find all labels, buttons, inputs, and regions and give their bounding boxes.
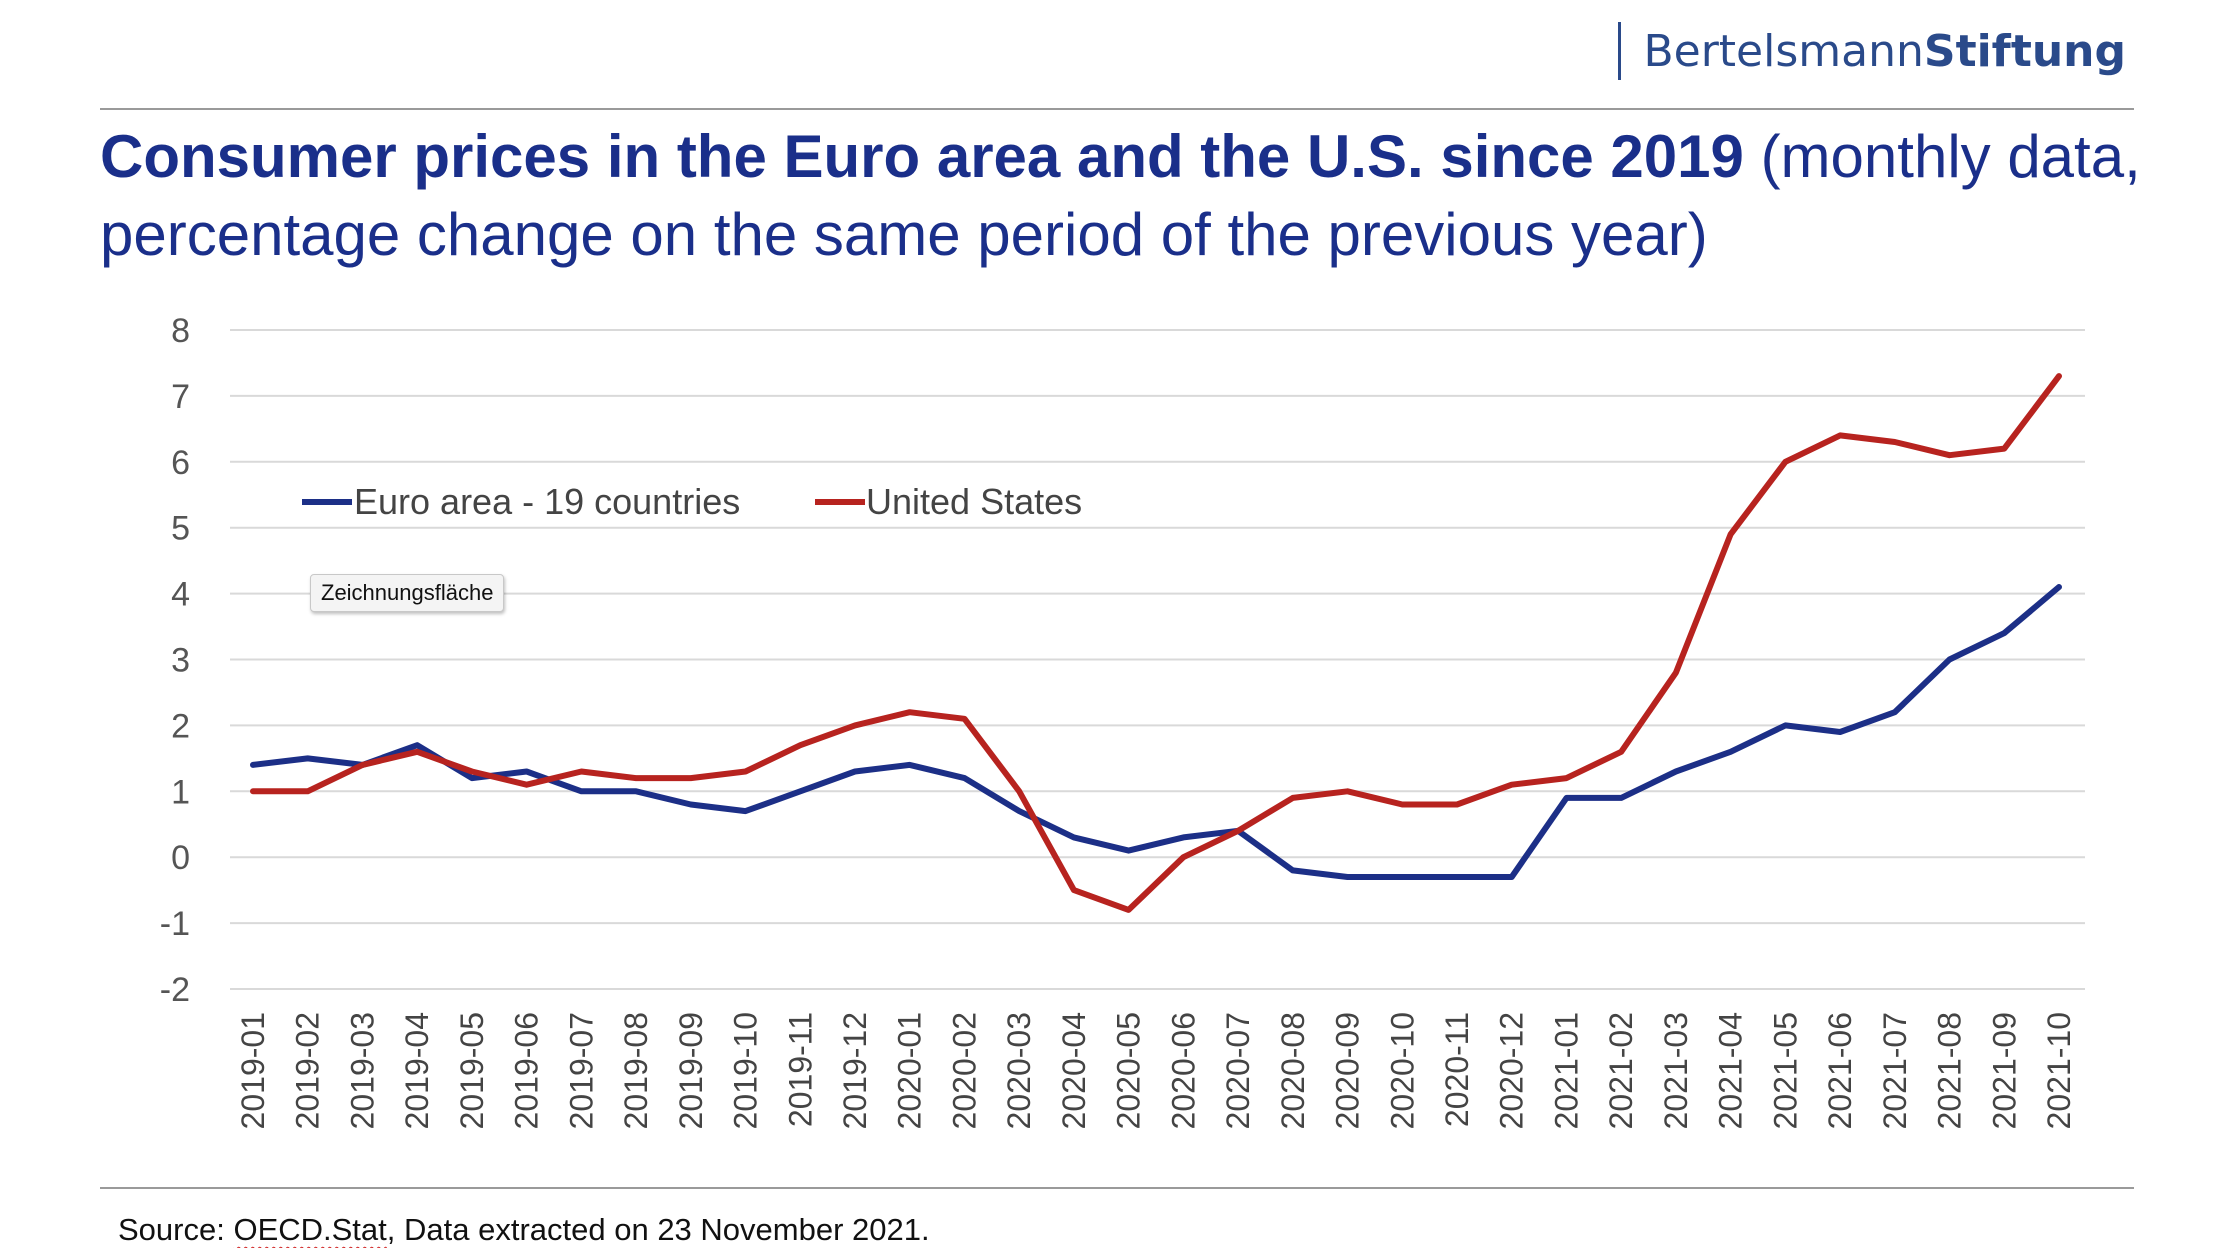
series-line <box>250 373 2062 913</box>
x-tick-label: 2020-08 <box>1275 1012 1311 1129</box>
x-tick-label: 2019-04 <box>399 1012 435 1129</box>
y-tick-label: 0 <box>171 839 190 877</box>
x-tick-label: 2020-06 <box>1165 1012 1201 1129</box>
x-tick-label: 2019-10 <box>728 1012 764 1129</box>
x-tick-label: 2019-12 <box>837 1012 873 1129</box>
x-tick-label: 2019-07 <box>563 1012 599 1129</box>
x-tick-label: 2020-03 <box>1001 1012 1037 1129</box>
x-tick-label: 2021-02 <box>1603 1012 1639 1129</box>
x-tick-label: 2019-01 <box>235 1012 271 1129</box>
x-tick-label: 2021-05 <box>1767 1012 1803 1129</box>
x-tick-label: 2021-08 <box>1932 1012 1968 1129</box>
x-tick-label: 2021-07 <box>1877 1012 1913 1129</box>
x-tick-label: 2019-03 <box>344 1012 380 1129</box>
source-note: Source: OECD.Stat, Data extracted on 23 … <box>118 1212 930 1248</box>
x-tick-label: 2019-06 <box>509 1012 545 1129</box>
x-tick-label: 2020-02 <box>946 1012 982 1129</box>
y-tick-label: 7 <box>171 378 190 416</box>
x-tick-label: 2021-01 <box>1548 1012 1584 1129</box>
logo-bar <box>1618 22 1622 80</box>
x-tick-label: 2021-09 <box>1986 1012 2022 1129</box>
x-tick-label: 2019-08 <box>618 1012 654 1129</box>
x-tick-label: 2021-04 <box>1713 1012 1749 1129</box>
footer-divider <box>100 1187 2134 1189</box>
y-tick-label: 5 <box>171 510 190 548</box>
x-tick-label: 2019-11 <box>782 1012 818 1127</box>
chart-title-regular: (monthly data, percentage change on the … <box>100 123 2141 268</box>
y-tick-label: 8 <box>171 312 190 350</box>
chart-title: Consumer prices in the Euro area and the… <box>100 118 2160 274</box>
logo-text-bold: Stiftung <box>1923 25 2126 77</box>
x-tick-label: 2020-07 <box>1220 1012 1256 1129</box>
y-tick-label: 3 <box>171 642 190 680</box>
x-tick-label: 2020-10 <box>1384 1012 1420 1129</box>
source-suffix: , Data extracted on 23 November 2021. <box>386 1212 930 1247</box>
x-tick-label: 2021-06 <box>1822 1012 1858 1129</box>
source-link[interactable]: OECD.Stat <box>233 1212 387 1247</box>
x-tick-label: 2020-04 <box>1056 1012 1092 1129</box>
y-tick-label: 1 <box>171 773 190 811</box>
x-tick-label: 2020-01 <box>892 1012 928 1129</box>
x-tick-label: 2021-03 <box>1658 1012 1694 1129</box>
y-tick-label: 2 <box>171 707 190 745</box>
x-tick-label: 2020-05 <box>1111 1012 1147 1129</box>
logo-text-regular: Bertelsmann <box>1643 25 1924 77</box>
y-tick-label: 6 <box>171 444 190 482</box>
y-tick-label: 4 <box>171 576 190 614</box>
y-tick-label: -1 <box>160 905 190 943</box>
x-tick-label: 2020-12 <box>1494 1012 1530 1129</box>
x-tick-label: 2021-10 <box>2041 1012 2077 1129</box>
x-tick-label: 2019-09 <box>673 1012 709 1129</box>
bertelsmann-logo: Bertelsmann Stiftung <box>1618 22 2126 80</box>
chart-title-bold: Consumer prices in the Euro area and the… <box>100 123 1744 190</box>
source-prefix: Source: <box>118 1212 234 1247</box>
x-tick-label: 2020-11 <box>1439 1012 1475 1127</box>
plot-area-tooltip: Zeichnungsfläche <box>310 574 505 612</box>
header-divider <box>100 108 2134 110</box>
legend-label: Euro area - 19 countries <box>354 481 740 522</box>
legend-label: United States <box>866 481 1082 522</box>
series-line <box>250 584 2062 880</box>
y-tick-label: -2 <box>160 971 190 1009</box>
x-tick-label: 2020-09 <box>1330 1012 1366 1129</box>
x-tick-label: 2019-02 <box>290 1012 326 1129</box>
x-tick-label: 2019-05 <box>454 1012 490 1129</box>
